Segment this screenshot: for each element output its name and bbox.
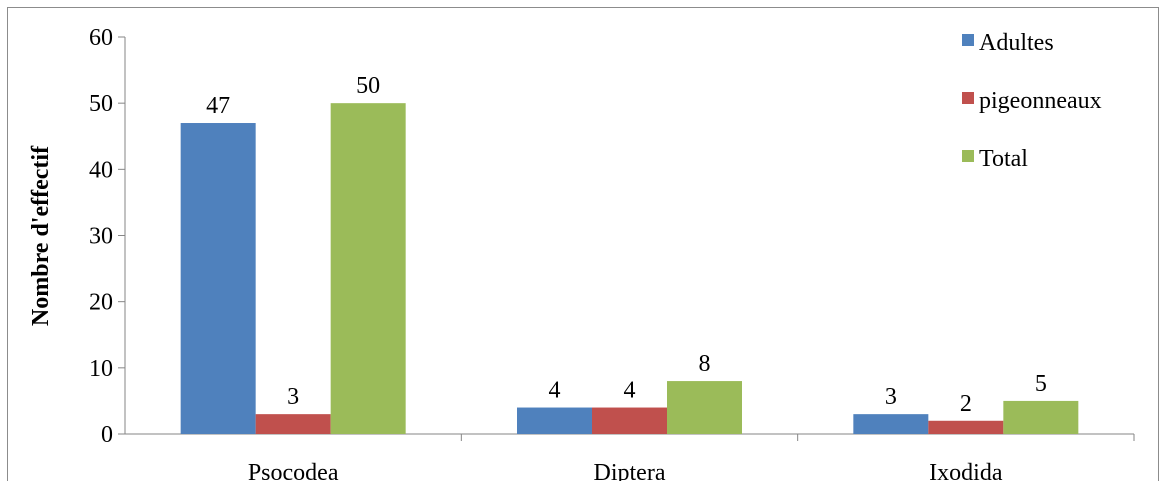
bar [255, 414, 331, 434]
y-tick-label: 10 [89, 356, 113, 382]
data-label: 3 [885, 384, 897, 410]
legend-label: Total [979, 146, 1028, 172]
data-label: 2 [960, 391, 972, 417]
y-tick-label: 50 [89, 91, 113, 117]
bar [667, 381, 742, 434]
bar [928, 420, 1004, 434]
y-tick-label: 30 [89, 224, 113, 250]
legend: Adultes pigeonneaux Total [962, 30, 1102, 172]
bar [180, 123, 256, 435]
data-label: 50 [356, 73, 380, 99]
data-label: 47 [206, 93, 230, 119]
y-tick-label: 40 [89, 157, 113, 183]
bar [853, 414, 929, 434]
y-tick-label: 60 [89, 25, 113, 51]
legend-swatch [962, 150, 974, 162]
data-label: 4 [624, 378, 636, 404]
legend-swatch [962, 34, 974, 46]
bars [180, 103, 1079, 435]
y-tick-label: 0 [101, 422, 113, 448]
legend-label: Adultes [979, 30, 1054, 56]
data-labels: 47 3 50 4 4 8 3 2 5 [206, 73, 1047, 417]
y-tick-label: 20 [89, 290, 113, 316]
bar [330, 103, 406, 435]
legend-label: pigeonneaux [979, 88, 1102, 114]
x-tick-label: Ixodida [929, 460, 1003, 481]
x-tick-label: Psocodea [248, 460, 339, 481]
data-label: 8 [699, 351, 711, 377]
data-label: 4 [549, 378, 561, 404]
y-axis-label: Nombre d'effectif [28, 145, 54, 326]
legend-swatch [962, 92, 974, 104]
data-label: 5 [1035, 371, 1047, 397]
bar [1003, 400, 1079, 434]
data-label: 3 [287, 384, 299, 410]
x-tick-label: Diptera [594, 460, 666, 481]
bar [517, 407, 592, 434]
bar [592, 407, 667, 434]
